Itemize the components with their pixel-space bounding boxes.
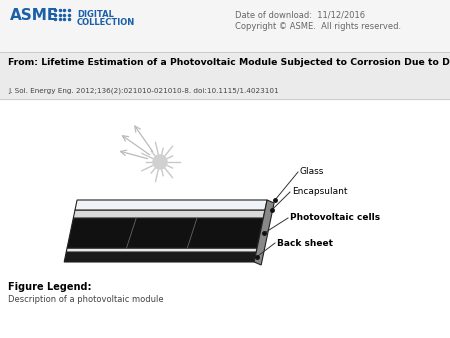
Circle shape [153,155,167,169]
Polygon shape [254,200,274,265]
Text: DIGITAL: DIGITAL [77,10,114,19]
Bar [0,0,450,52]
Text: Copyright © ASME.  All rights reserved.: Copyright © ASME. All rights reserved. [235,22,401,31]
Text: Glass: Glass [300,168,324,176]
Text: Figure Legend:: Figure Legend: [8,282,91,292]
Text: Encapsulant: Encapsulant [292,188,347,196]
Polygon shape [67,218,263,248]
Text: J. Sol. Energy Eng. 2012;136(2):021010-021010-8. doi:10.1115/1.4023101: J. Sol. Energy Eng. 2012;136(2):021010-0… [8,87,279,94]
Text: From: Lifetime Estimation of a Photovoltaic Module Subjected to Corrosion Due to: From: Lifetime Estimation of a Photovolt… [8,58,450,67]
Text: Date of download:  11/12/2016: Date of download: 11/12/2016 [235,10,365,19]
Bar [0,52,450,99]
Text: Photovoltaic cells: Photovoltaic cells [290,214,380,222]
Text: Description of a photovoltaic module: Description of a photovoltaic module [8,295,164,304]
Polygon shape [64,252,256,262]
Polygon shape [75,200,267,210]
Polygon shape [73,210,265,218]
Text: ASME: ASME [10,8,58,23]
Text: COLLECTION: COLLECTION [77,18,135,27]
Polygon shape [66,248,257,252]
Text: Back sheet: Back sheet [277,239,333,247]
